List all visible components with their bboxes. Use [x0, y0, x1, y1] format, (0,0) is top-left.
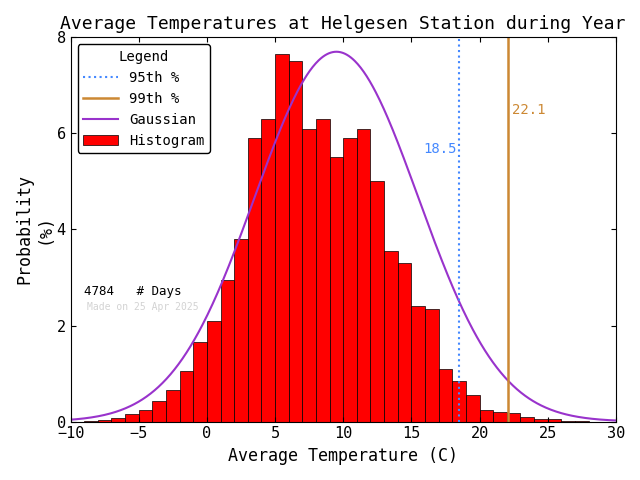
Text: Made on 25 Apr 2025: Made on 25 Apr 2025: [87, 302, 198, 312]
Bar: [520, 417, 534, 421]
Bar: [479, 409, 493, 421]
Text: 4784   # Days: 4784 # Days: [84, 285, 182, 298]
Bar: [125, 414, 139, 421]
Text: 22.1: 22.1: [512, 103, 546, 117]
Title: Average Temperatures at Helgesen Station during Year: Average Temperatures at Helgesen Station…: [60, 15, 626, 33]
Bar: [180, 371, 193, 421]
Bar: [248, 138, 261, 421]
Bar: [152, 401, 166, 421]
Gaussian: [40, 418, 47, 424]
Bar: [534, 419, 548, 421]
Bar: [507, 413, 520, 421]
Gaussian: [639, 419, 640, 424]
Bar: [302, 129, 316, 421]
Gaussian: [311, 61, 319, 67]
Bar: [84, 420, 98, 421]
Bar: [343, 138, 357, 421]
Bar: [357, 129, 371, 421]
Gaussian: [441, 265, 449, 271]
Bar: [371, 181, 384, 421]
Bar: [466, 395, 479, 421]
Bar: [397, 263, 412, 421]
Bar: [234, 239, 248, 421]
Bar: [412, 306, 425, 421]
Bar: [193, 342, 207, 421]
Bar: [425, 309, 438, 421]
Bar: [330, 157, 343, 421]
Gaussian: [394, 140, 402, 145]
Bar: [261, 119, 275, 421]
Bar: [275, 54, 289, 421]
Gaussian: [333, 49, 340, 55]
Bar: [384, 251, 397, 421]
Bar: [289, 61, 302, 421]
Bar: [561, 420, 575, 421]
Bar: [98, 420, 111, 421]
Bar: [111, 418, 125, 421]
Bar: [221, 280, 234, 421]
Bar: [452, 381, 466, 421]
Line: Gaussian: Gaussian: [44, 52, 640, 421]
Gaussian: [492, 363, 500, 369]
Bar: [316, 119, 330, 421]
Bar: [493, 412, 507, 421]
Bar: [139, 409, 152, 421]
Text: 18.5: 18.5: [423, 142, 456, 156]
Bar: [548, 419, 561, 421]
Gaussian: [146, 392, 154, 397]
Legend: 95th %, 99th %, Gaussian, Histogram: 95th %, 99th %, Gaussian, Histogram: [77, 44, 210, 153]
Gaussian: [194, 331, 202, 337]
Bar: [166, 390, 180, 421]
Bar: [207, 321, 221, 421]
Bar: [438, 369, 452, 421]
Y-axis label: Probability
(%): Probability (%): [15, 174, 54, 285]
X-axis label: Average Temperature (C): Average Temperature (C): [228, 447, 458, 465]
